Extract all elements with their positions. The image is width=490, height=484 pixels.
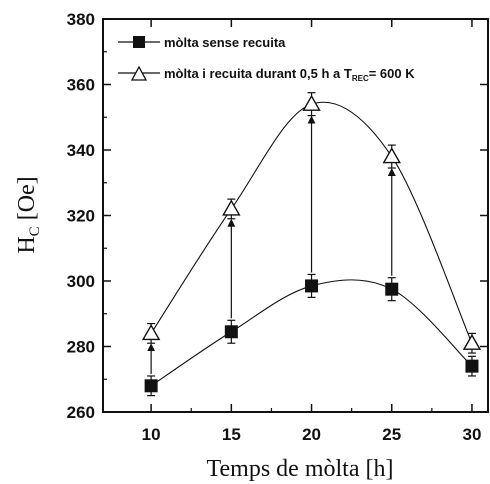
y-tick-label-340: 340 (67, 141, 95, 160)
series-2-point-30 (462, 333, 482, 350)
y-axis-title: HC [Oe] (14, 176, 43, 253)
y-axis-title-sub: C (27, 226, 43, 236)
series-1-point-15 (224, 325, 238, 339)
legend-label-series-1: mòlta sense recuita (164, 35, 286, 50)
x-tick-label-30: 30 (462, 425, 481, 444)
y-tick-label-320: 320 (67, 207, 95, 226)
series-2-point-15 (222, 199, 241, 216)
legend-label-series-2-suffix: = 600 K (369, 66, 416, 81)
legend-marker-series-1 (133, 36, 145, 48)
y-tick-label-360: 360 (67, 76, 95, 95)
y-tick-label-380: 380 (67, 10, 95, 29)
y-axis-title-main: H (14, 236, 40, 253)
legend-label-series-2: mòlta i recuita durant 0,5 h a TREC= 600… (164, 66, 415, 83)
x-axis-title: Temps de mòlta [h] (207, 456, 394, 482)
series-2-point-20 (302, 94, 321, 111)
series-2-point-10 (141, 323, 161, 341)
y-tick-label-280: 280 (67, 338, 95, 357)
series-2-point-25 (382, 147, 401, 164)
x-tick-label-10: 10 (142, 425, 161, 444)
series-1-point-30 (465, 359, 479, 373)
series-1-point-10 (144, 379, 158, 393)
y-tick-label-300: 300 (67, 272, 95, 291)
y-axis-title-unit: [Oe] (14, 176, 40, 226)
legend-label-series-2-main: mòlta i recuita durant 0,5 h a T (164, 66, 352, 81)
y-tick-label-260: 260 (67, 403, 95, 422)
x-tick-label-15: 15 (222, 425, 241, 444)
x-tick-label-20: 20 (302, 425, 321, 444)
legend: mòlta sense recuita mòlta i recuita dura… (118, 35, 415, 83)
series-1-point-20 (305, 279, 319, 293)
legend-marker-series-2 (130, 65, 148, 81)
series-1-point-25 (385, 282, 399, 296)
x-tick-label-25: 25 (382, 425, 401, 444)
legend-label-series-2-sub: REC (352, 74, 369, 83)
